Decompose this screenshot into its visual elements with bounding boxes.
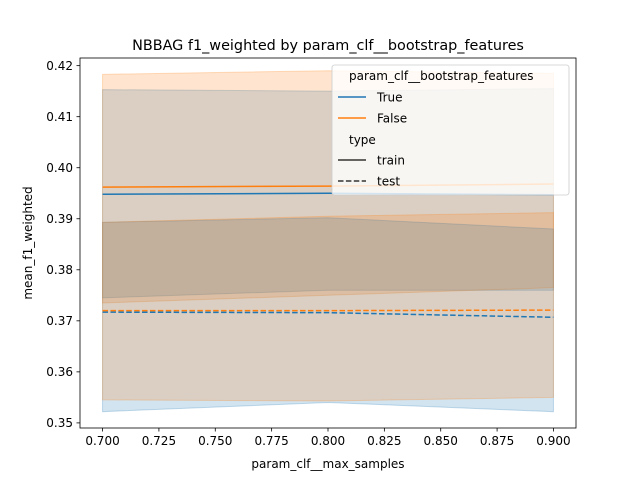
legend: param_clf__bootstrap_features True Falsety…: [331, 64, 570, 196]
ci-band-false-test: [102, 212, 554, 402]
series-line-true-test: [102, 311, 554, 319]
x-tick-label: 0.875: [480, 434, 514, 448]
x-tick-label: 0.750: [198, 434, 232, 448]
x-tick-label: 0.900: [536, 434, 570, 448]
x-tick-label: 0.825: [367, 434, 401, 448]
x-tick-label: 0.700: [85, 434, 119, 448]
y-tick-label: 0.37: [46, 314, 73, 328]
legend-hue-title: param_clf__bootstrap_features: [349, 69, 534, 83]
legend-style-title: type: [349, 133, 376, 147]
y-axis: 0.35 0.36 0.37 0.38 0.39 0.40 0.41 0.42: [46, 59, 80, 430]
y-tick-label: 0.36: [46, 365, 73, 379]
series-line-false-test: [102, 309, 554, 312]
x-axis: 0.700 0.725 0.750 0.775 0.800 0.825 0.850 0.875…: [85, 428, 571, 448]
legend-label-false: False: [377, 112, 407, 126]
y-axis-label: mean_f1_weighted: [21, 186, 35, 299]
y-tick-label: 0.39: [46, 212, 73, 226]
y-tick-label: 0.42: [46, 59, 73, 73]
x-axis-label: param_clf__max_samples: [251, 457, 404, 471]
chart-title: NBBAG f1_weighted by param_clf__bootstra…: [132, 38, 524, 54]
legend-label-test: test: [377, 175, 400, 189]
x-tick-label: 0.850: [424, 434, 458, 448]
ci-band-true-test: [102, 217, 554, 413]
legend-label-train: train: [377, 154, 405, 168]
x-tick-label: 0.725: [142, 434, 176, 448]
y-tick-label: 0.35: [46, 416, 73, 430]
legend-box: [331, 64, 570, 196]
legend-label-true: True: [376, 91, 403, 105]
y-tick-label: 0.41: [46, 110, 73, 124]
y-tick-label: 0.38: [46, 263, 73, 277]
y-tick-label: 0.40: [46, 161, 73, 175]
x-tick-label: 0.775: [254, 434, 288, 448]
x-tick-label: 0.800: [311, 434, 345, 448]
